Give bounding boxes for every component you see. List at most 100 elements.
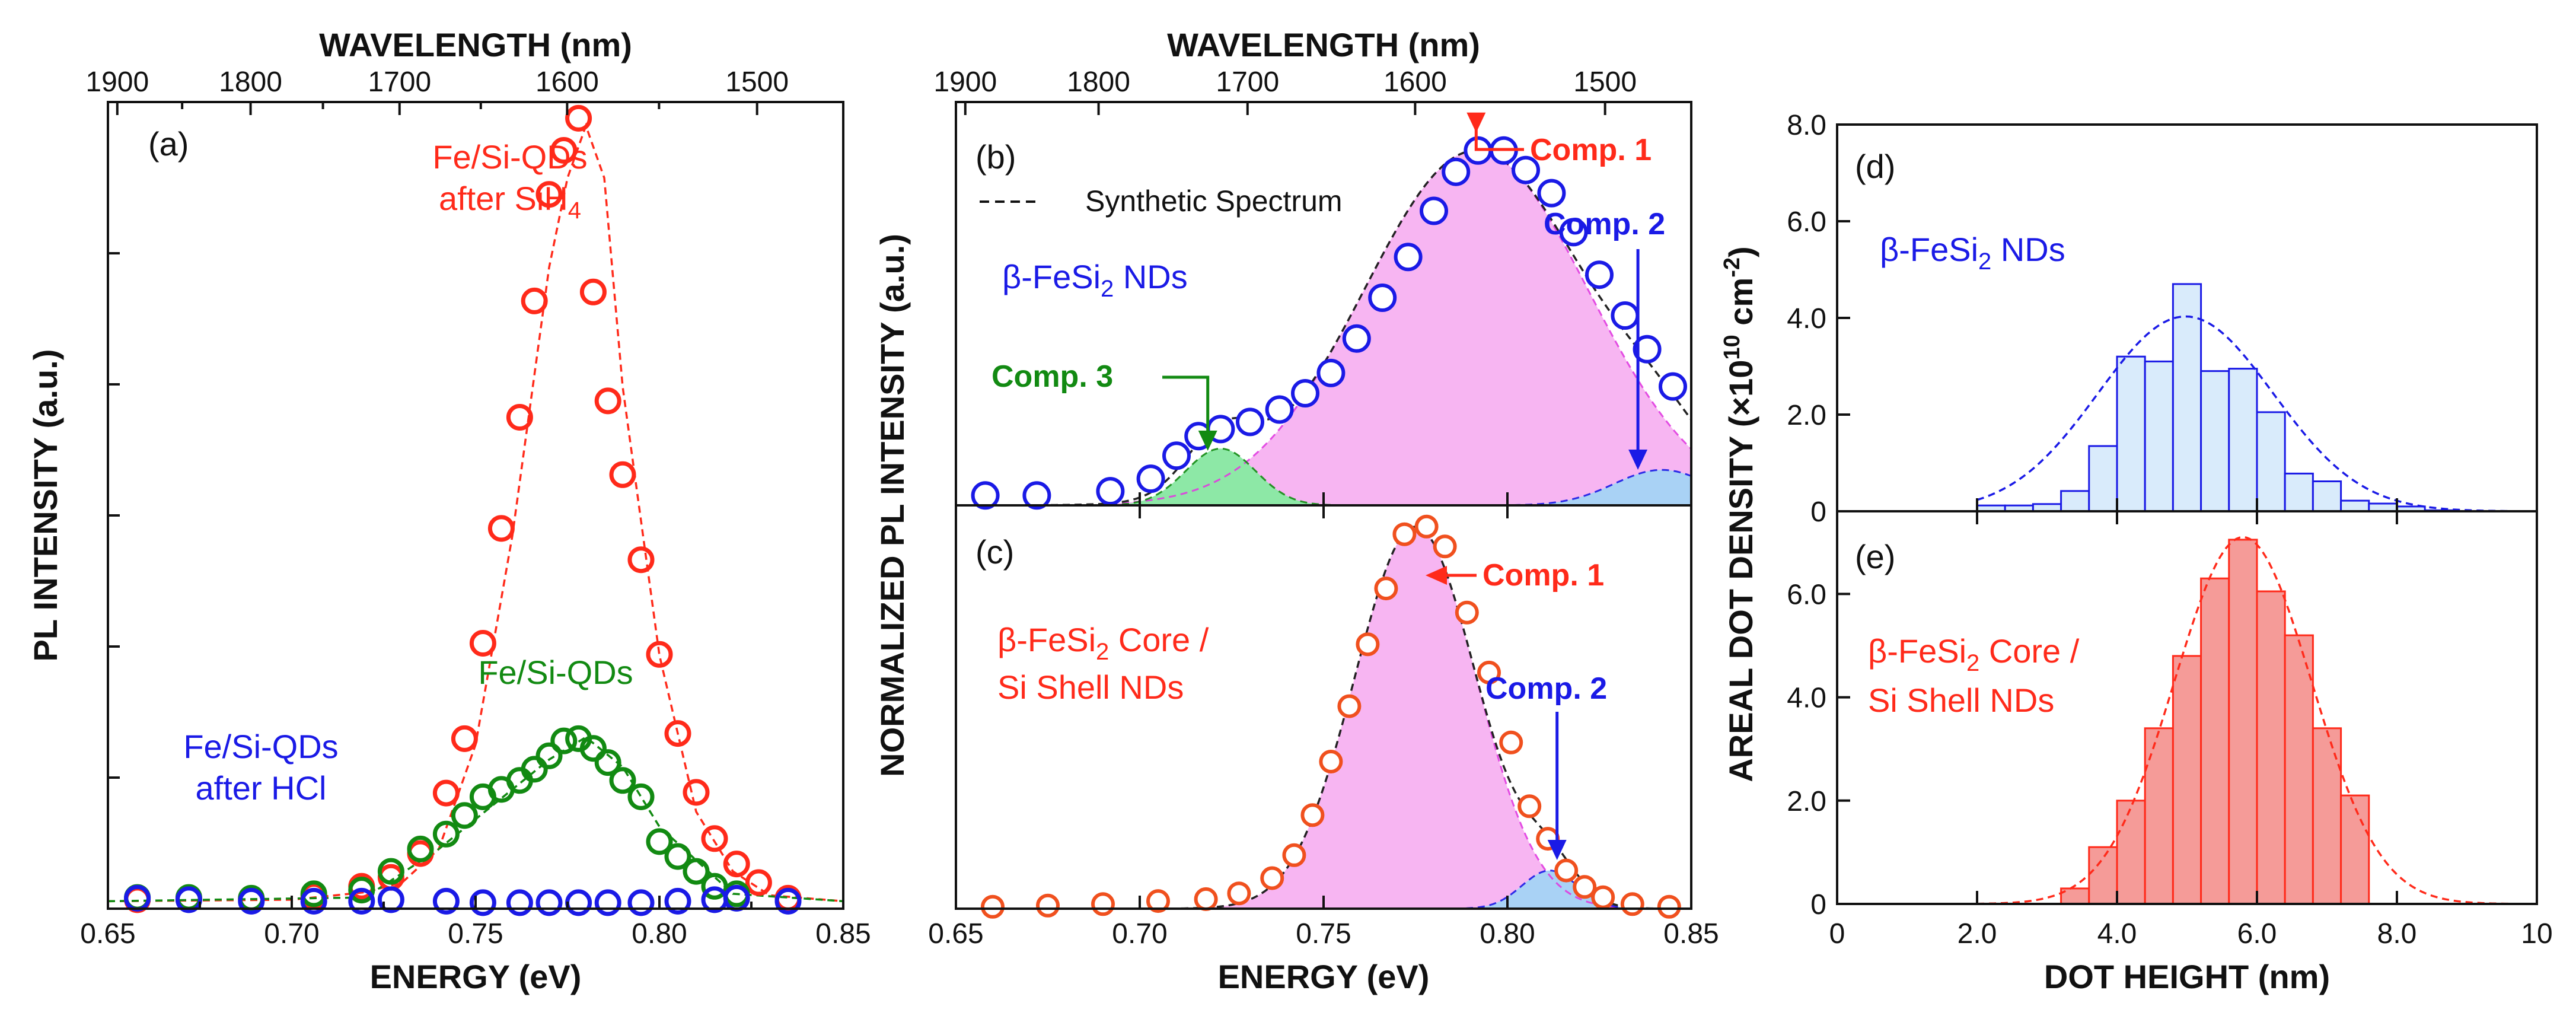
y-tick-label: 6.0 <box>1787 579 1826 610</box>
histogram-bar <box>2256 411 2286 512</box>
data-point <box>1260 866 1284 890</box>
panel-b-comp2-label: Comp. 2 <box>1544 207 1665 241</box>
data-point <box>1342 324 1371 353</box>
data-point-0 <box>506 404 533 431</box>
top-tick-label: 1800 <box>219 66 282 98</box>
x-tick-label: 10 <box>2521 918 2552 950</box>
panel-c-comp2-label: Comp. 2 <box>1485 671 1607 706</box>
panel-bc-y-axis-label: NORMALIZED PL INTENSITY (a.u.) <box>873 234 911 777</box>
panel-a-tick-marks: 0.65 0.70 0.75 0.80 0.85 1900 1800 1700 1600 1500 <box>80 66 871 950</box>
data-point <box>1414 514 1439 539</box>
data-point-2 <box>664 887 691 915</box>
c-comp2-arrowhead <box>1547 840 1567 860</box>
panel-e-x-axis-label: DOT HEIGHT (nm) <box>2044 958 2330 995</box>
top-tick-label: 1900 <box>933 66 997 98</box>
x-tick-label: 6.0 <box>2237 918 2277 950</box>
data-point-0 <box>579 278 607 305</box>
legend-label-sih4-line1: Fe/Si-QDs <box>432 138 587 176</box>
panel-e-series-layer <box>1976 536 2509 905</box>
data-point-0 <box>550 137 578 164</box>
histogram-bar <box>2200 370 2230 512</box>
data-point <box>1300 803 1325 827</box>
data-point <box>1433 534 1457 559</box>
y-tick-label: 8.0 <box>1787 110 1826 141</box>
data-point-1 <box>609 767 636 794</box>
comp3-arrow <box>1162 375 1210 432</box>
data-point <box>1420 196 1448 225</box>
data-point-0 <box>535 181 563 208</box>
x-tick-label: 8.0 <box>2377 918 2417 950</box>
data-point <box>1392 522 1417 546</box>
x-tick-label: 0.75 <box>1296 918 1351 950</box>
top-tick-label: 1500 <box>1573 66 1637 98</box>
panel-a-y-axis-label: PL INTENSITY (a.u.) <box>27 349 64 662</box>
data-point-2 <box>238 887 265 915</box>
data-point-2 <box>432 887 460 915</box>
data-point <box>1591 885 1615 909</box>
panel-bc: 0.65 0.70 0.75 0.80 0.85 1900 1800 1700 1600 1500… <box>873 26 1719 995</box>
panel-e-frame <box>1836 510 2538 905</box>
histogram-bar <box>2088 846 2118 905</box>
x-tick-label: 4.0 <box>2097 918 2137 950</box>
data-point-0 <box>565 104 592 132</box>
data-point-0 <box>487 515 515 542</box>
data-point-1 <box>579 735 607 762</box>
data-point-2 <box>175 886 202 913</box>
y-tick-label: 0 <box>1810 889 1826 921</box>
panel-de-tick-marks: 0 2.0 4.0 6.0 8.0 0 2.0 4.0 6.0 0 2.0 4.0 6.0 8.0 10 <box>1787 110 2552 950</box>
y-tick-label: 4.0 <box>1787 303 1826 335</box>
data-point-1 <box>521 756 548 783</box>
data-point-0 <box>469 630 496 657</box>
data-point <box>1316 358 1346 387</box>
histogram-bar <box>2228 368 2258 512</box>
x-tick-label: 0 <box>1829 918 1845 950</box>
data-point-1 <box>550 727 578 754</box>
data-point-2 <box>535 889 563 916</box>
histogram-bar <box>2144 727 2174 905</box>
data-point-0 <box>594 387 621 415</box>
histogram-bar <box>2256 590 2286 905</box>
data-point <box>1537 179 1566 208</box>
panel-c-material-label-line1: β-FeSi2 Core / <box>997 621 1209 665</box>
y-tick-label: 2.0 <box>1787 786 1826 817</box>
top-tick-label: 1900 <box>85 66 149 98</box>
data-point-1 <box>377 858 404 885</box>
legend-label-hcl-line1: Fe/Si-QDs <box>183 728 338 765</box>
histogram-bar <box>2312 480 2342 512</box>
histogram-bar <box>2228 539 2258 905</box>
x-tick-label: 0.80 <box>632 918 687 950</box>
x-tick-label: 0.85 <box>1663 918 1719 950</box>
data-point-1 <box>451 802 478 829</box>
data-point <box>1022 481 1051 510</box>
data-point <box>1374 577 1398 601</box>
panel-a-top-axis-label: WAVELENGTH (nm) <box>319 26 632 63</box>
data-point <box>1146 889 1170 913</box>
data-point <box>1499 730 1523 754</box>
data-point <box>1036 893 1060 918</box>
top-tick-label: 1500 <box>725 66 789 98</box>
data-point-0 <box>723 851 750 878</box>
data-point-1 <box>594 749 621 776</box>
panel-b-comp1-label: Comp. 1 <box>1530 133 1652 167</box>
panel-d-series-layer <box>1976 283 2509 512</box>
data-point <box>1477 660 1501 684</box>
data-point-1 <box>646 828 673 855</box>
data-point <box>1319 750 1343 773</box>
y-tick-label: 2.0 <box>1787 400 1826 431</box>
panel-a-label: (a) <box>148 125 189 163</box>
top-tick-label: 1700 <box>1216 66 1279 98</box>
histogram-bar <box>2200 577 2230 905</box>
panel-b-material-label: β-FeSi2 NDs <box>1002 258 1188 302</box>
data-point <box>1554 858 1579 883</box>
histogram-bar <box>2060 490 2090 512</box>
data-point <box>971 481 1000 510</box>
data-point-2 <box>377 886 404 913</box>
data-point <box>1442 157 1471 186</box>
x-tick-label: 0.65 <box>80 918 135 950</box>
legend-label-fe-si-qds: Fe/Si-QDs <box>478 654 633 691</box>
data-point <box>1657 894 1681 919</box>
gaussian-fit-curve <box>1976 315 2509 512</box>
x-tick-label: 0.70 <box>264 918 319 950</box>
data-point-1 <box>627 783 655 810</box>
histogram-bar <box>2312 727 2342 905</box>
